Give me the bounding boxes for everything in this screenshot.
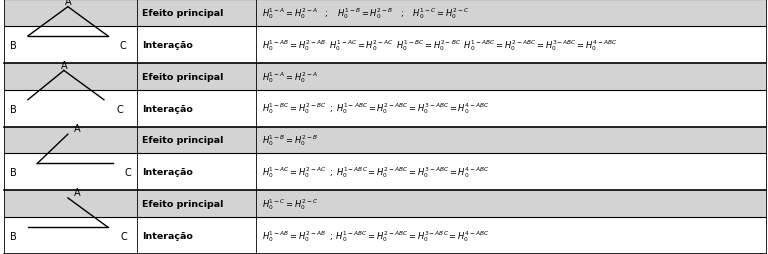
Text: B: B xyxy=(10,231,17,241)
Text: B: B xyxy=(10,104,17,114)
Text: C: C xyxy=(124,168,131,178)
Text: Efeito principal: Efeito principal xyxy=(142,9,223,18)
Text: $H_0^{1-AB}=H_0^{2-AB}\;\;H_0^{1-AC}=H_0^{2-AC}\;\;H_0^{1-BC}=H_0^{2-BC}\;\;H_0^: $H_0^{1-AB}=H_0^{2-AB}\;\;H_0^{1-AC}=H_0… xyxy=(262,38,617,53)
Text: B: B xyxy=(10,41,17,51)
Text: $H_0^{1-B}=H_0^{2-B}$: $H_0^{1-B}=H_0^{2-B}$ xyxy=(262,133,318,148)
Bar xyxy=(4,127,766,154)
Bar xyxy=(4,190,766,217)
Text: Interação: Interação xyxy=(142,231,193,240)
Text: Interação: Interação xyxy=(142,104,193,113)
Text: A: A xyxy=(65,0,71,7)
Bar xyxy=(4,217,766,254)
Bar xyxy=(4,27,766,64)
Text: $H_0^{1-A}=H_0^{2-A}$: $H_0^{1-A}=H_0^{2-A}$ xyxy=(262,69,318,84)
Text: Efeito principal: Efeito principal xyxy=(142,136,223,145)
Text: Interação: Interação xyxy=(142,168,193,177)
Text: $H_0^{1-AB}=H_0^{2-AB}\;\;;\;H_0^{1-ABC}=H_0^{2-ABC}=H_0^{3-ABC}=H_0^{4-ABC}$: $H_0^{1-AB}=H_0^{2-AB}\;\;;\;H_0^{1-ABC}… xyxy=(262,228,489,243)
Text: A: A xyxy=(74,187,81,197)
Text: Efeito principal: Efeito principal xyxy=(142,199,223,208)
Text: A: A xyxy=(61,60,68,70)
Bar xyxy=(4,154,766,190)
Bar xyxy=(4,64,766,90)
Text: A: A xyxy=(74,124,81,134)
Text: Efeito principal: Efeito principal xyxy=(142,72,223,81)
Text: $H_0^{1-AC}=H_0^{2-AC}\;\;;\;H_0^{1-ABC}=H_0^{2-ABC}=H_0^{3-ABC}=H_0^{4-ABC}$: $H_0^{1-AC}=H_0^{2-AC}\;\;;\;H_0^{1-ABC}… xyxy=(262,165,489,180)
Text: C: C xyxy=(119,41,126,51)
Text: C: C xyxy=(117,104,124,114)
Bar xyxy=(4,0,766,27)
Text: B: B xyxy=(10,168,17,178)
Text: $H_0^{1-A}=H_0^{2-A}\quad;\quad H_0^{1-B}=H_0^{2-B}\quad;\quad H_0^{1-C}=H_0^{2-: $H_0^{1-A}=H_0^{2-A}\quad;\quad H_0^{1-B… xyxy=(262,6,469,21)
Text: $H_0^{1-BC}=H_0^{2-BC}\;\;;\;H_0^{1-ABC}=H_0^{2-ABC}=H_0^{3-ABC}=H_0^{4-ABC}$: $H_0^{1-BC}=H_0^{2-BC}\;\;;\;H_0^{1-ABC}… xyxy=(262,101,489,116)
Text: Interação: Interação xyxy=(142,41,193,50)
Bar xyxy=(4,90,766,127)
Text: $H_0^{1-C}=H_0^{2-C}$: $H_0^{1-C}=H_0^{2-C}$ xyxy=(262,196,318,211)
Text: C: C xyxy=(121,231,127,241)
